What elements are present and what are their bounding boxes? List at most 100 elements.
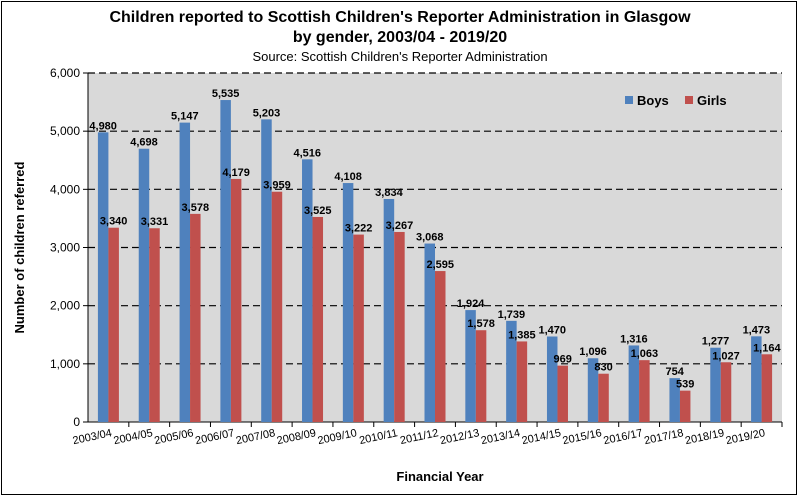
data-label-girls: 830 xyxy=(594,362,612,374)
y-tick-label: 4,000 xyxy=(50,182,80,196)
x-tick-label: 2019/20 xyxy=(725,427,766,447)
bar-boys xyxy=(465,310,476,422)
x-tick-label: 2011/12 xyxy=(399,427,440,447)
data-label-boys: 4,516 xyxy=(294,147,322,159)
bar-girls xyxy=(598,373,609,422)
data-label-girls: 3,959 xyxy=(263,180,291,192)
x-tick-label: 2014/15 xyxy=(521,427,562,447)
bar-girls xyxy=(230,178,242,422)
x-tick-label: 2012/13 xyxy=(439,427,480,447)
data-label-girls: 969 xyxy=(554,354,572,366)
data-label-girls: 3,340 xyxy=(100,216,128,228)
data-label-girls: 2,595 xyxy=(426,259,454,271)
bar-boys xyxy=(587,358,599,422)
data-label-girls: 3,222 xyxy=(345,223,373,235)
data-label-girls: 3,525 xyxy=(304,205,332,217)
x-tick-label: 2015/16 xyxy=(562,427,603,447)
bar-girls xyxy=(394,231,405,422)
bar-boys xyxy=(97,132,109,422)
legend-swatch-boys xyxy=(625,96,633,104)
x-tick-label: 2008/09 xyxy=(276,427,317,447)
data-label-boys: 4,698 xyxy=(130,137,158,149)
data-label-girls: 1,578 xyxy=(467,318,495,330)
y-tick-label: 0 xyxy=(73,415,80,429)
y-axis-title: Number of children referred xyxy=(12,161,27,333)
y-tick-label: 5,000 xyxy=(50,124,80,138)
y-tick-label: 3,000 xyxy=(50,241,80,255)
bar-boys xyxy=(261,119,272,423)
legend-label-girls: Girls xyxy=(697,93,727,108)
bar-girls xyxy=(639,360,650,422)
data-label-girls: 1,063 xyxy=(631,348,659,360)
data-label-boys: 3,834 xyxy=(375,187,403,199)
data-label-boys: 1,096 xyxy=(579,346,607,358)
bar-girls xyxy=(353,234,364,422)
bar-girls xyxy=(557,365,568,422)
data-label-girls: 539 xyxy=(676,379,694,391)
bar-boys xyxy=(669,378,680,422)
x-tick-label: 2007/08 xyxy=(235,427,276,447)
data-label-girls: 4,179 xyxy=(222,167,250,179)
chart-title-line2: by gender, 2003/04 - 2019/20 xyxy=(292,29,508,46)
data-label-boys: 3,068 xyxy=(416,232,444,244)
bar-boys xyxy=(179,122,191,423)
bar-boys xyxy=(220,100,231,423)
x-tick-label: 2013/14 xyxy=(480,427,521,447)
bar-girls xyxy=(149,228,160,422)
x-tick-label: 2010/11 xyxy=(358,427,399,447)
x-tick-label: 2018/19 xyxy=(684,427,725,447)
bar-boys xyxy=(302,159,313,422)
data-label-girls: 1,164 xyxy=(753,342,781,354)
bar-boys xyxy=(383,198,395,422)
data-label-girls: 3,331 xyxy=(141,216,169,228)
data-label-girls: 1,385 xyxy=(508,329,536,341)
data-label-boys: 1,470 xyxy=(538,324,566,336)
bar-boys xyxy=(506,320,517,422)
bar-girls xyxy=(435,271,446,422)
data-label-boys: 5,147 xyxy=(171,111,199,123)
data-label-boys: 4,980 xyxy=(89,120,117,132)
y-tick-label: 6,000 xyxy=(50,66,80,80)
x-tick-label: 2004/05 xyxy=(112,427,153,447)
data-label-boys: 1,924 xyxy=(457,298,485,310)
data-label-girls: 1,027 xyxy=(712,350,740,362)
y-tick-label: 2,000 xyxy=(50,299,80,313)
bar-boys xyxy=(424,243,435,422)
bar-boys xyxy=(546,336,558,422)
legend-swatch-girls xyxy=(685,96,693,104)
bar-girls xyxy=(720,362,732,422)
bar-girls xyxy=(761,354,773,422)
bar-boys xyxy=(138,148,150,422)
bar-boys xyxy=(751,336,762,422)
bar-boys xyxy=(710,347,721,422)
bar-girls xyxy=(108,227,119,422)
data-label-boys: 1,473 xyxy=(743,324,771,336)
data-label-boys: 4,108 xyxy=(334,171,362,183)
bar-girls xyxy=(271,191,283,422)
chart-subtitle: Source: Scottish Children's Reporter Adm… xyxy=(252,49,548,64)
data-label-boys: 1,739 xyxy=(498,309,526,321)
bar-boys xyxy=(342,183,354,422)
x-tick-label: 2003/04 xyxy=(72,427,113,447)
data-label-boys: 5,203 xyxy=(253,107,281,119)
bar-girls xyxy=(475,330,487,422)
x-tick-label: 2005/06 xyxy=(153,427,194,447)
data-label-boys: 1,316 xyxy=(620,333,648,345)
x-tick-label: 2009/10 xyxy=(317,427,358,447)
x-axis-title: Financial Year xyxy=(396,469,483,484)
bar-girls xyxy=(679,390,691,422)
bar-girls xyxy=(190,213,201,422)
bar-boys xyxy=(628,345,640,422)
bar-girls xyxy=(312,216,324,422)
legend-label-boys: Boys xyxy=(637,93,669,108)
x-tick-label: 2006/07 xyxy=(194,427,235,447)
chart-title: Children reported to Scottish Children's… xyxy=(109,9,691,26)
y-tick-label: 1,000 xyxy=(50,357,80,371)
x-tick-label: 2016/17 xyxy=(602,427,643,447)
data-label-boys: 1,277 xyxy=(702,336,730,348)
data-label-girls: 3,578 xyxy=(182,202,210,214)
data-label-boys: 5,535 xyxy=(212,88,240,100)
data-label-girls: 3,267 xyxy=(386,220,414,232)
data-label-boys: 754 xyxy=(666,366,685,378)
